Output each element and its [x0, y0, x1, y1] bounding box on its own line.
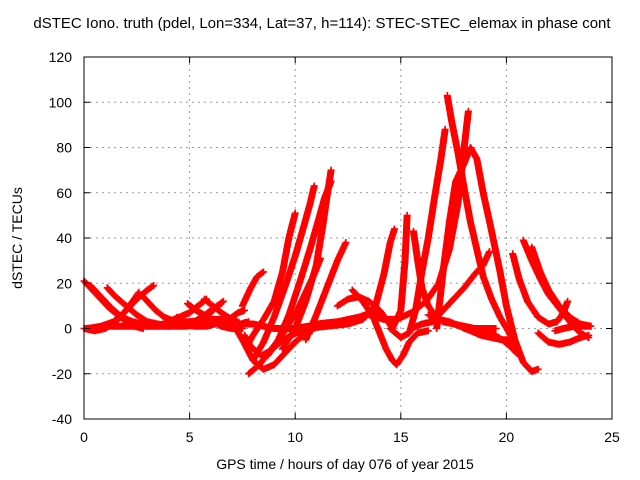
x-axis-label: GPS time / hours of day 076 of year 2015: [216, 456, 474, 472]
x-tick-label: 5: [186, 429, 194, 445]
marker-plus: [551, 322, 595, 335]
grid-lines: [84, 57, 612, 419]
marker-plus: [143, 315, 240, 330]
series-40: [551, 322, 595, 335]
marker-plus: [249, 182, 318, 364]
series-31: [443, 92, 521, 355]
series-32: [433, 144, 542, 375]
x-tick-label: 10: [287, 429, 303, 445]
marker-plus: [534, 329, 593, 348]
y-tick-label: 20: [56, 275, 72, 291]
series-19: [243, 209, 299, 351]
x-tick-label: 0: [80, 429, 88, 445]
chart-title: dSTEC Iono. truth (pdel, Lon=334, Lat=37…: [33, 15, 611, 32]
x-axis-ticks: 0 5 10 15 20 25: [80, 57, 620, 445]
y-axis-ticks: -40 -20 0 20 40 60 80 100 120: [49, 49, 612, 427]
y-tick-label: -40: [52, 411, 72, 427]
marker-plus: [460, 325, 521, 357]
y-tick-label: -20: [52, 366, 72, 382]
marker-plus: [279, 166, 335, 353]
y-tick-label: 60: [56, 185, 72, 201]
x-tick-label: 20: [499, 429, 515, 445]
series-35: [460, 325, 521, 357]
y-tick-label: 40: [56, 230, 72, 246]
marker-plus: [238, 268, 268, 310]
y-tick-label: 0: [64, 321, 72, 337]
series-39: [534, 329, 593, 348]
y-tick-label: 120: [49, 49, 73, 65]
y-tick-label: 80: [56, 140, 72, 156]
series-14: [143, 315, 240, 330]
data-markers: [80, 92, 595, 378]
series-20: [249, 182, 318, 364]
x-tick-label: 25: [604, 429, 620, 445]
marker-plus: [433, 144, 542, 375]
series-22: [279, 166, 335, 353]
marker-plus: [243, 209, 299, 351]
marker-plus: [443, 92, 521, 355]
series-18: [238, 268, 268, 310]
x-tick-label: 15: [393, 429, 409, 445]
y-axis-label: dSTEC / TECUs: [9, 187, 25, 289]
y-tick-label: 100: [49, 94, 73, 110]
